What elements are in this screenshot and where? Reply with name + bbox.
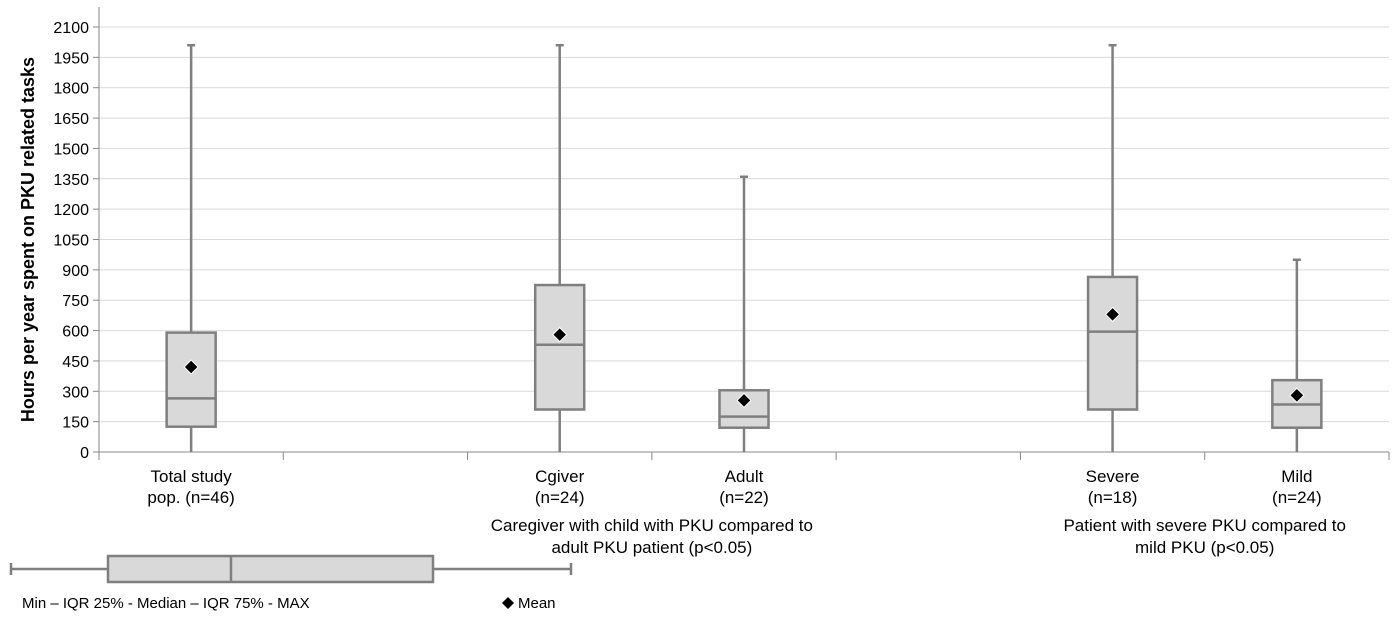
- mean-marker: [552, 326, 568, 343]
- mean-marker: [1289, 387, 1305, 404]
- y-tick-label: 450: [62, 354, 89, 371]
- box-5: [1086, 43, 1139, 452]
- box-series: [165, 43, 1323, 452]
- category-label: Total study: [151, 467, 233, 486]
- y-tick-label: 300: [62, 384, 89, 401]
- y-tick-label: 600: [62, 324, 89, 341]
- legend-box-label: Min – IQR 25% - Median – IQR 75% - MAX: [22, 595, 310, 612]
- legend: Min – IQR 25% - Median – IQR 75% - MAX Me…: [9, 554, 573, 612]
- y-tick-label: 150: [62, 415, 89, 432]
- category-label: Cgiver: [535, 467, 584, 486]
- legend-mean-label: Mean: [518, 595, 556, 612]
- box-0: [165, 43, 217, 452]
- labels: 0 150 300 450 600 750 900 1050 1200 1350 1500 1650 1…: [18, 20, 1346, 557]
- y-tick-label: 1650: [53, 111, 89, 128]
- iqr-box: [165, 331, 217, 428]
- category-label: Adult: [725, 467, 764, 486]
- y-tick-label: 1050: [53, 233, 89, 250]
- group-annotation: Patient with severe PKU compared to: [1063, 516, 1346, 535]
- iqr-box: [1086, 275, 1139, 411]
- y-tick-label: 1500: [53, 141, 89, 158]
- y-tick-label: 1800: [53, 81, 89, 98]
- y-tick-label: 1950: [53, 50, 89, 67]
- box-2: [533, 43, 586, 452]
- category-label: (n=24): [1272, 488, 1322, 507]
- category-label: pop. (n=46): [147, 488, 234, 507]
- category-label: Mild: [1281, 467, 1312, 486]
- mean-marker: [736, 392, 752, 409]
- y-tick-label: 2100: [53, 20, 89, 37]
- y-tick-label: 750: [62, 293, 89, 310]
- mean-marker: [183, 359, 199, 375]
- legend-mean-marker: [502, 597, 514, 609]
- category-label: Severe: [1086, 467, 1140, 486]
- group-annotation: adult PKU patient (p<0.05): [551, 538, 752, 557]
- y-tick-label: 1200: [53, 202, 89, 219]
- y-tick-label: 0: [80, 445, 89, 462]
- y-tick-label: 900: [62, 263, 89, 280]
- group-annotation: Caregiver with child with PKU compared t…: [491, 516, 813, 535]
- box-6: [1271, 258, 1323, 452]
- category-label: (n=18): [1088, 488, 1138, 507]
- legend-box: [106, 554, 435, 584]
- mean-marker: [1104, 306, 1121, 323]
- category-label: (n=22): [719, 488, 769, 507]
- y-tick-label: 1350: [53, 172, 89, 189]
- box-3: [718, 175, 770, 452]
- y-axis-label: Hours per year spent on PKU related task…: [18, 57, 38, 422]
- iqr-box: [533, 283, 586, 411]
- group-annotation: mild PKU (p<0.05): [1135, 538, 1274, 557]
- category-label: (n=24): [535, 488, 585, 507]
